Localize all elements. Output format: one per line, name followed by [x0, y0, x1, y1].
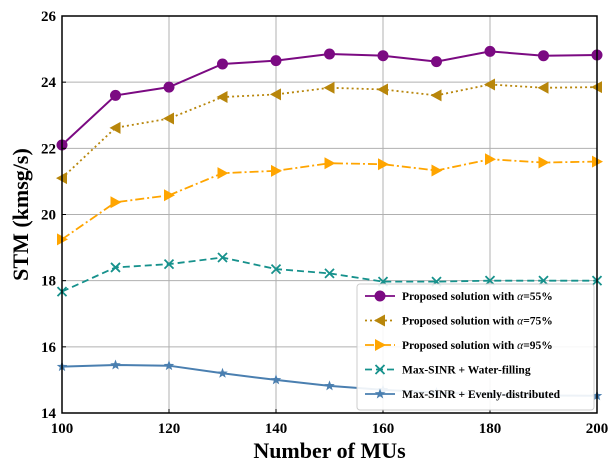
- data-point: [324, 82, 335, 94]
- data-point: [325, 157, 336, 169]
- legend-label: Proposed solution with α=95%: [402, 340, 553, 352]
- data-point: [110, 122, 121, 134]
- data-point: [217, 91, 228, 103]
- legend-label: Max-SINR + Evenly-distributed: [402, 389, 561, 401]
- legend-marker: [375, 291, 385, 301]
- series-0: [57, 46, 602, 150]
- series-2: [57, 153, 603, 245]
- data-point: [218, 167, 229, 179]
- y-tick-label: 26: [41, 9, 57, 25]
- x-axis-title: Number of MUs: [253, 438, 406, 463]
- legend-label: Proposed solution with α=75%: [402, 316, 553, 328]
- x-tick-label: 180: [479, 421, 502, 437]
- data-point: [378, 51, 388, 61]
- y-tick-label: 20: [41, 208, 56, 224]
- data-point: [325, 49, 335, 59]
- data-point: [110, 360, 120, 370]
- y-tick-label: 22: [41, 141, 56, 157]
- series-line: [62, 51, 597, 145]
- series-line: [62, 159, 597, 239]
- y-tick-label: 14: [41, 406, 57, 422]
- x-tick-label: 200: [586, 421, 609, 437]
- data-point: [218, 59, 228, 69]
- data-point: [271, 56, 281, 66]
- x-tick-label: 160: [372, 421, 395, 437]
- data-point: [539, 51, 549, 61]
- legend-label: Max-SINR + Water-filling: [402, 365, 531, 377]
- legend-label: Proposed solution with α=55%: [402, 291, 553, 303]
- y-axis-title: STM (kmsg/s): [8, 148, 33, 281]
- data-point: [324, 380, 334, 390]
- x-tick-label: 120: [158, 421, 181, 437]
- data-point: [485, 46, 495, 56]
- data-point: [217, 368, 227, 378]
- y-tick-label: 16: [41, 340, 57, 356]
- x-tick-label: 100: [51, 421, 74, 437]
- series-1: [56, 78, 602, 184]
- data-point: [432, 164, 443, 176]
- data-point: [539, 157, 550, 169]
- legend: Proposed solution with α=55% Proposed sol…: [357, 284, 594, 410]
- data-point: [164, 82, 174, 92]
- y-tick-label: 24: [41, 75, 57, 91]
- data-point: [111, 90, 121, 100]
- data-point: [111, 196, 122, 208]
- y-tick-label: 18: [41, 274, 56, 290]
- data-point: [431, 89, 442, 101]
- x-tick-label: 140: [265, 421, 288, 437]
- data-point: [538, 82, 549, 94]
- data-point: [432, 57, 442, 67]
